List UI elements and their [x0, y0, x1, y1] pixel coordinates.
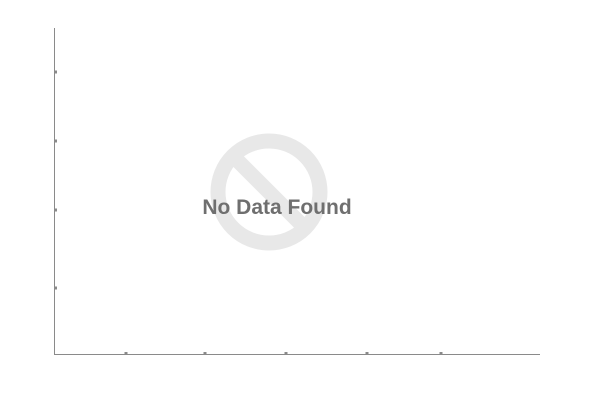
y-tick-mark — [54, 208, 57, 212]
y-tick-mark — [54, 70, 57, 74]
x-tick-mark — [439, 352, 443, 355]
x-tick-mark — [124, 352, 128, 355]
no-entry-icon-slash — [229, 152, 309, 232]
x-tick-mark — [203, 352, 207, 355]
x-tick-mark — [284, 352, 288, 355]
axes — [54, 28, 540, 355]
no-entry-icon-ring — [210, 133, 328, 251]
y-tick-mark — [54, 286, 57, 290]
x-ticks — [124, 352, 443, 355]
no-data-message: No Data Found — [202, 196, 351, 219]
x-tick-mark — [365, 352, 369, 355]
no-entry-icon — [210, 133, 328, 251]
y-ticks — [54, 70, 57, 290]
y-tick-mark — [54, 139, 57, 143]
